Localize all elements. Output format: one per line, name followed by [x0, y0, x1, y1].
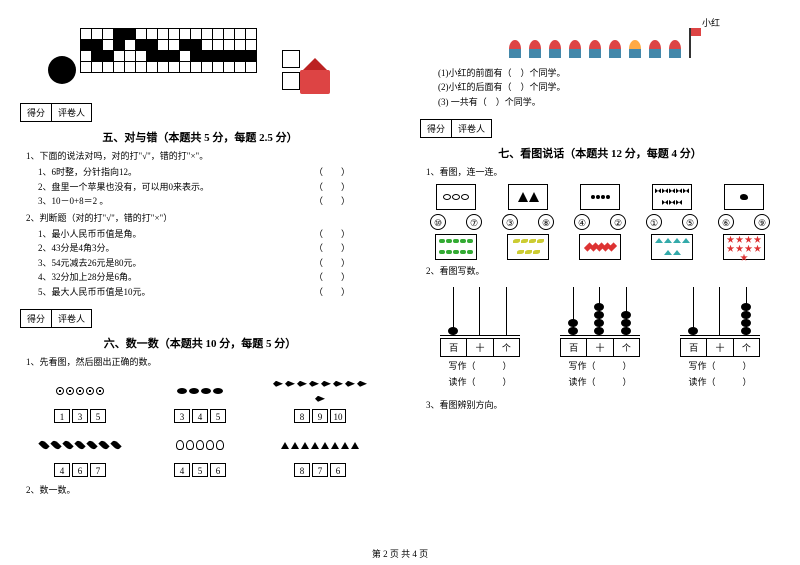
answer-box[interactable] [282, 50, 300, 68]
line-q3: (3) 一共有（ ）个同学。 [438, 95, 780, 109]
s6-q2: 2、数一数。 [26, 483, 380, 497]
q1-3: 3、10－0+8＝2 。（ ） [38, 194, 380, 208]
worksheet-page: 得分 评卷人 五、对与错（本题共 5 分，每题 2.5 分） 1、下面的说法对吗… [0, 0, 800, 540]
count-leaves: 467 [30, 429, 130, 477]
score-box: 得分 评卷人 [420, 119, 492, 138]
answer-box[interactable] [282, 72, 300, 90]
dots-box [580, 184, 620, 210]
score-label: 得分 [21, 104, 52, 121]
xiaohong-label: 小红 [702, 16, 720, 29]
grid-snake-image [20, 28, 380, 103]
q2-5: 5、最大人民币币值是10元。（ ） [38, 285, 380, 299]
house-icon [300, 70, 330, 94]
count-fish: 8910 [270, 375, 370, 423]
q2-3: 3、54元减去26元是80元。（ ） [38, 256, 380, 270]
tree-box [508, 184, 548, 210]
q1-1: 1、6时整，分针指向12。（ ） [38, 165, 380, 179]
circ-num[interactable]: ① [646, 214, 662, 230]
abacus-3: 百十个 写作（ ） 读作（ ） [680, 286, 760, 390]
snake-grid [80, 28, 257, 73]
circ-num[interactable]: ⑨ [754, 214, 770, 230]
score-box: 得分 评卷人 [20, 309, 92, 328]
page-footer: 第 2 页 共 4 页 [0, 547, 800, 560]
green-pills [435, 234, 477, 260]
flag-icon [689, 28, 691, 58]
circ-num[interactable]: ⑩ [430, 214, 446, 230]
circ-num[interactable]: ② [610, 214, 626, 230]
count-row-1: 135 345 8910 [20, 375, 380, 423]
line-q1: (1)小红的前面有（ ）个同学。 [438, 66, 780, 80]
q2-2: 2、43分是4角3分。（ ） [38, 241, 380, 255]
count-garlic: 456 [150, 429, 250, 477]
answer-boxes [282, 50, 300, 90]
yellow-leaves [507, 234, 549, 260]
circ-num[interactable]: ④ [574, 214, 590, 230]
read-label: 读作（ ） [440, 376, 520, 390]
s7-q3: 3、看图辨别方向。 [426, 398, 780, 412]
count-bees: 345 [150, 375, 250, 423]
q2: 2、判断题（对的打"√"，错的打"×"） [26, 211, 380, 225]
right-column: 小红 (1)小红的前面有（ ）个同学。 (2)小红的后面有（ ）个同学。 (3)… [400, 0, 800, 540]
q2-4: 4、32分加上28分是6角。（ ） [38, 270, 380, 284]
circ-num[interactable]: ⑤ [682, 214, 698, 230]
section7-title: 七、看图说话（本题共 12 分，每题 4 分） [420, 145, 780, 161]
count-row-2: 467 456 876 [20, 429, 380, 477]
score-box: 得分 评卷人 [20, 103, 92, 122]
q1-2: 2、盘里一个苹果也没有，可以用0来表示。（ ） [38, 180, 380, 194]
chick-box [724, 184, 764, 210]
color-boxes-row [420, 234, 780, 260]
q2-1: 1、最小人民币币值是角。（ ） [38, 227, 380, 241]
left-column: 得分 评卷人 五、对与错（本题共 5 分，每题 2.5 分） 1、下面的说法对吗… [0, 0, 400, 540]
red-diamonds [579, 234, 621, 260]
kids-line-image: 小红 [420, 18, 780, 58]
q1: 1、下面的说法对吗，对的打"√"，错的打"×"。 [26, 149, 380, 163]
write-label: 写作（ ） [440, 360, 520, 374]
red-stars [723, 234, 765, 260]
pumpkin-box [436, 184, 476, 210]
s6-q1: 1、先看图，然后圈出正确的数。 [26, 355, 380, 369]
s7-q1: 1、看图，连一连。 [426, 165, 780, 179]
teal-triangles [651, 234, 693, 260]
abacus-row: 百十个 写作（ ） 读作（ ） 百十个 写作（ ） 读作（ ） [420, 286, 780, 390]
butterfly-box [652, 184, 692, 210]
rod-t [479, 287, 480, 335]
abacus-1: 百十个 写作（ ） 读作（ ） [440, 286, 520, 390]
circle-nums-row: ⑩ ⑦ ③ ⑧ ④ ② ① ⑤ ⑥ ⑨ [420, 214, 780, 230]
section5-title: 五、对与错（本题共 5 分，每题 2.5 分） [20, 129, 380, 145]
grader-label: 评卷人 [52, 104, 91, 121]
count-triangles: 876 [270, 429, 370, 477]
count-flowers: 135 [30, 375, 130, 423]
abacus-2: 百十个 写作（ ） 读作（ ） [560, 286, 640, 390]
circ-num[interactable]: ⑦ [466, 214, 482, 230]
line-q2: (2)小红的后面有（ ）个同学。 [438, 80, 780, 94]
circ-num[interactable]: ⑥ [718, 214, 734, 230]
match-top-row [420, 184, 780, 210]
rod-h [453, 287, 454, 335]
circ-num[interactable]: ⑧ [538, 214, 554, 230]
section6-title: 六、数一数（本题共 10 分，每题 5 分） [20, 335, 380, 351]
character-icon [48, 56, 76, 84]
circ-num[interactable]: ③ [502, 214, 518, 230]
rod-o [506, 287, 507, 335]
s7-q2: 2、看图写数。 [426, 264, 780, 278]
